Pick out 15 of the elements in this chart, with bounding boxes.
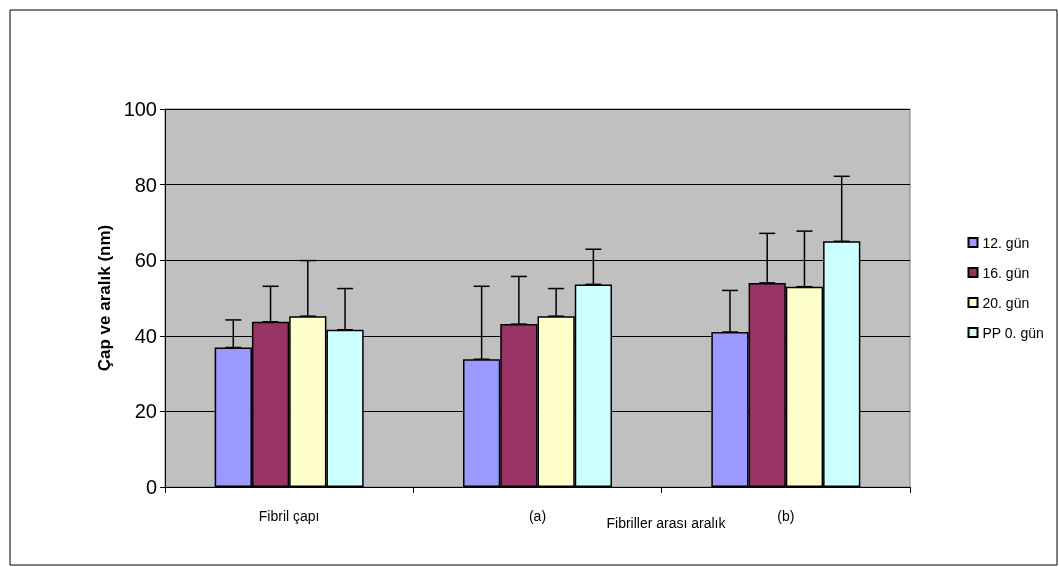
y-tick-label: 80 bbox=[134, 173, 157, 196]
text: Fibriller arası aralık bbox=[606, 515, 727, 531]
legend-label: 12. gün bbox=[982, 234, 1030, 251]
legend-label: PP 0. gün bbox=[982, 324, 1044, 341]
x-tick-label: (a) bbox=[528, 508, 547, 524]
y-tick-label: 40 bbox=[134, 324, 157, 347]
x-tick-label: (b) bbox=[777, 508, 795, 524]
y-tick-label: 60 bbox=[134, 249, 157, 272]
y-tick-label: 100 bbox=[123, 98, 157, 120]
legend-label: 16. gün bbox=[982, 264, 1030, 281]
y-axis-title: Çap ve aralık (nm) bbox=[94, 224, 114, 372]
x-tick-label: Fibril çapı bbox=[258, 508, 320, 524]
legend-label: 20. gün bbox=[982, 294, 1030, 311]
y-tick-label: 0 bbox=[145, 476, 157, 498]
y-tick-label: 20 bbox=[134, 400, 157, 423]
